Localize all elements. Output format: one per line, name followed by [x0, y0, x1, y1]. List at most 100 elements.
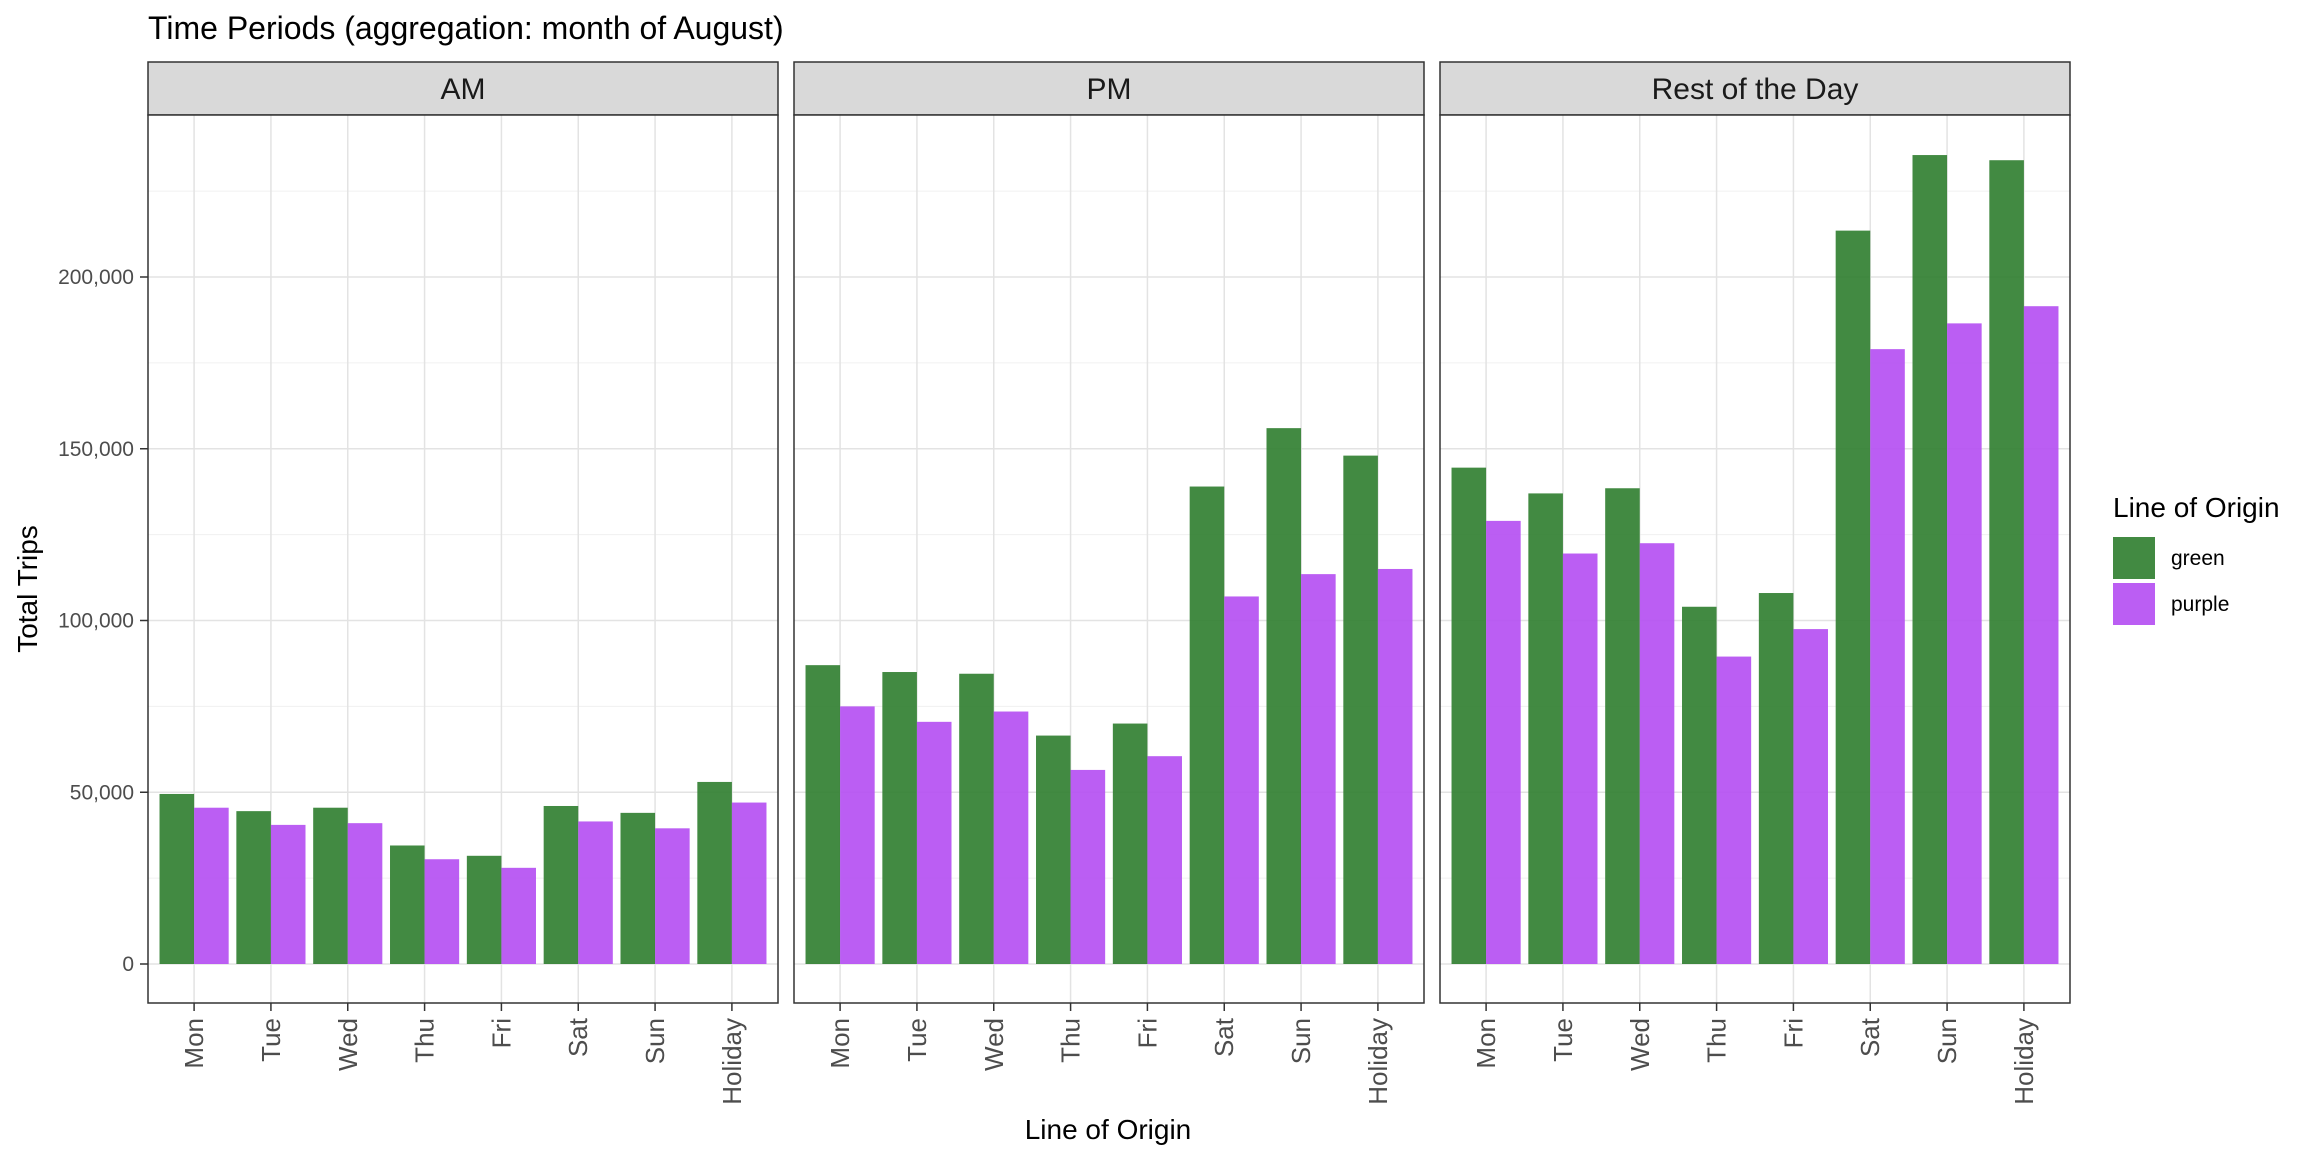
bar-green-holiday: [1989, 160, 2024, 964]
bar-green-fri: [466, 855, 502, 964]
legend-label-purple: purple: [2171, 593, 2229, 616]
bar-green-mon: [1451, 467, 1487, 964]
panel-pm: PM Mon Tue Wed Thu Fri Sat Sun Holiday: [793, 61, 1425, 1105]
y-axis-title: Total Trips: [12, 525, 43, 653]
bar-green-mon: [805, 665, 841, 964]
strip-label: AM: [441, 73, 486, 106]
x-tick-label: Wed: [333, 1018, 363, 1071]
panel-am: AM Mon Tue Wed Thu Fri Sat Sun Holiday: [147, 61, 779, 1105]
x-tick-label: Holiday: [1363, 1018, 1393, 1105]
strip-label: Rest of the Day: [1652, 73, 1859, 106]
x-tick-label: Tue: [902, 1018, 932, 1062]
bar-purple-wed: [1639, 543, 1675, 964]
chart-title: Time Periods (aggregation: month of Augu…: [148, 10, 784, 46]
bar-green-sat: [1835, 230, 1871, 964]
y-axis: 0 50,000 100,000 150,000 200,000: [58, 266, 148, 976]
x-tick-label: Thu: [1702, 1018, 1732, 1063]
strip-label: PM: [1087, 73, 1132, 106]
y-tick-label: 150,000: [58, 438, 134, 461]
legend-label-green: green: [2171, 547, 2225, 570]
x-tick-label: Mon: [179, 1018, 209, 1069]
bar-green-thu: [1036, 735, 1071, 964]
bar-purple-sun: [1947, 323, 1982, 964]
bar-purple-fri: [501, 867, 536, 964]
bar-green-tue: [1528, 493, 1563, 964]
x-tick-label: Sat: [563, 1017, 593, 1057]
bar-green-holiday: [1343, 455, 1378, 964]
bar-purple-thu: [424, 859, 460, 964]
bar-purple-wed: [347, 823, 383, 964]
bar-purple-thu: [1716, 656, 1752, 964]
bar-purple-mon: [194, 807, 229, 964]
legend-title: Line of Origin: [2113, 492, 2280, 523]
bar-green-wed: [1605, 488, 1640, 964]
y-tick-label: 200,000: [58, 266, 134, 289]
bar-green-holiday: [697, 781, 732, 964]
panel-border: [793, 114, 1425, 1004]
x-tick-label: Sat: [1209, 1017, 1239, 1057]
strip-background: [1439, 61, 2071, 116]
bar-purple-mon: [1486, 520, 1521, 964]
bar-green-thu: [1682, 606, 1717, 964]
bar-green-tue: [882, 672, 917, 964]
panel-border: [147, 114, 779, 1004]
legend-key-green: [2113, 537, 2155, 579]
x-tick-label: Fri: [1132, 1018, 1162, 1048]
bar-purple-mon: [840, 706, 875, 964]
bar-green-thu: [390, 845, 425, 964]
bar-green-sat: [543, 805, 579, 964]
bar-green-fri: [1112, 723, 1148, 964]
bar-purple-sat: [578, 821, 613, 964]
bar-green-tue: [236, 811, 271, 964]
y-tick-label: 100,000: [58, 610, 134, 633]
bar-purple-sun: [1301, 574, 1336, 964]
bar-green-fri: [1758, 593, 1794, 964]
bar-purple-thu: [1070, 769, 1106, 964]
strip-background: [147, 61, 779, 116]
bar-green-mon: [159, 793, 195, 964]
bar-green-sun: [1266, 428, 1302, 964]
bar-purple-fri: [1147, 756, 1182, 964]
x-tick-label: Holiday: [2009, 1018, 2039, 1105]
x-tick-label: Tue: [256, 1018, 286, 1062]
bar-purple-holiday: [1377, 568, 1413, 964]
bar-purple-tue: [1562, 553, 1598, 964]
bar-purple-wed: [993, 711, 1029, 964]
x-axis-title: Line of Origin: [1025, 1114, 1192, 1145]
y-tick-label: 50,000: [70, 781, 134, 804]
panel-border: [1439, 114, 2071, 1004]
y-tick-label: 0: [122, 953, 134, 976]
bar-green-sun: [620, 812, 656, 964]
bar-green-sun: [1912, 155, 1948, 964]
bar-purple-sat: [1870, 349, 1905, 964]
x-tick-label: Thu: [410, 1018, 440, 1063]
panel-rest-of-the-day: Rest of the Day Mon Tue Wed Thu Fri Sat Sun Holi…: [1439, 61, 2071, 1105]
legend: Line of Origin green purple: [2113, 492, 2280, 625]
x-tick-label: Wed: [979, 1018, 1009, 1071]
bar-green-sat: [1189, 486, 1225, 964]
bar-purple-sat: [1224, 596, 1259, 964]
panels: AM Mon Tue Wed Thu Fri Sat Sun Holiday PM Mon Tue We…: [147, 61, 2071, 1105]
bar-purple-tue: [270, 824, 306, 964]
x-tick-label: Tue: [1548, 1018, 1578, 1062]
bar-purple-holiday: [2023, 306, 2059, 964]
x-tick-label: Fri: [486, 1018, 516, 1048]
x-tick-label: Mon: [825, 1018, 855, 1069]
x-tick-label: Fri: [1778, 1018, 1808, 1048]
x-tick-label: Sun: [640, 1018, 670, 1064]
x-tick-label: Holiday: [717, 1018, 747, 1105]
x-tick-label: Sun: [1932, 1018, 1962, 1064]
bar-purple-holiday: [731, 802, 767, 964]
bar-green-wed: [313, 807, 348, 964]
x-tick-label: Sun: [1286, 1018, 1316, 1064]
x-tick-label: Mon: [1471, 1018, 1501, 1069]
bar-purple-tue: [916, 721, 952, 964]
legend-key-purple: [2113, 583, 2155, 625]
x-tick-label: Wed: [1625, 1018, 1655, 1071]
bar-green-wed: [959, 673, 994, 964]
x-tick-label: Sat: [1855, 1017, 1885, 1057]
bar-purple-fri: [1793, 629, 1828, 964]
x-tick-label: Thu: [1056, 1018, 1086, 1063]
bar-purple-sun: [655, 828, 690, 964]
